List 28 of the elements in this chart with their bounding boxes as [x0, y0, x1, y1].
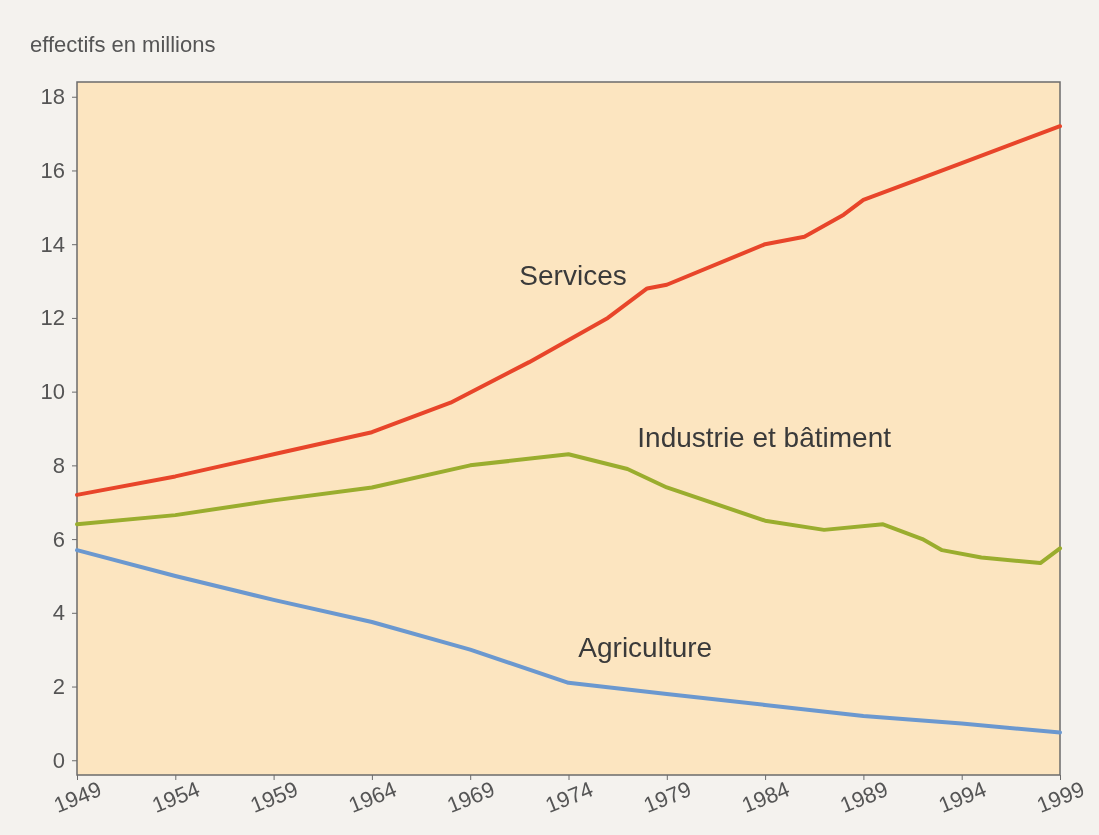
x-tick-label: 1979 [640, 776, 695, 818]
series-label: Agriculture [578, 632, 713, 664]
y-tick-label: 10 [40, 379, 65, 405]
series-label: Services [519, 259, 627, 291]
line-series [75, 124, 1062, 497]
x-tick-label: 1989 [836, 776, 892, 818]
x-tick-label: 1969 [443, 776, 499, 818]
x-tick-label: 1999 [1033, 776, 1088, 818]
y-tick-label: 8 [52, 452, 65, 478]
line-series [75, 548, 1062, 735]
y-tick-label: 0 [52, 747, 65, 773]
x-tick-label: 1954 [148, 776, 204, 818]
y-tick-label: 4 [52, 600, 65, 626]
y-axis-title: effectifs en millions [30, 32, 216, 57]
series-label: Industrie et bâtiment [637, 421, 892, 453]
x-tick-label: 1974 [541, 776, 597, 818]
line-series [75, 452, 1062, 566]
y-tick-label: 12 [40, 305, 65, 331]
x-tick-label: 1949 [50, 776, 105, 818]
x-tick-label: 1959 [246, 776, 302, 818]
y-tick-label: 14 [40, 231, 65, 257]
y-tick-label: 6 [52, 526, 65, 552]
y-tick-label: 16 [40, 158, 65, 184]
y-tick-label: 2 [52, 674, 65, 700]
y-tick-label: 18 [40, 84, 65, 110]
x-tick-label: 1994 [934, 776, 990, 818]
x-tick-label: 1984 [738, 776, 794, 818]
x-tick-label: 1964 [345, 776, 400, 818]
